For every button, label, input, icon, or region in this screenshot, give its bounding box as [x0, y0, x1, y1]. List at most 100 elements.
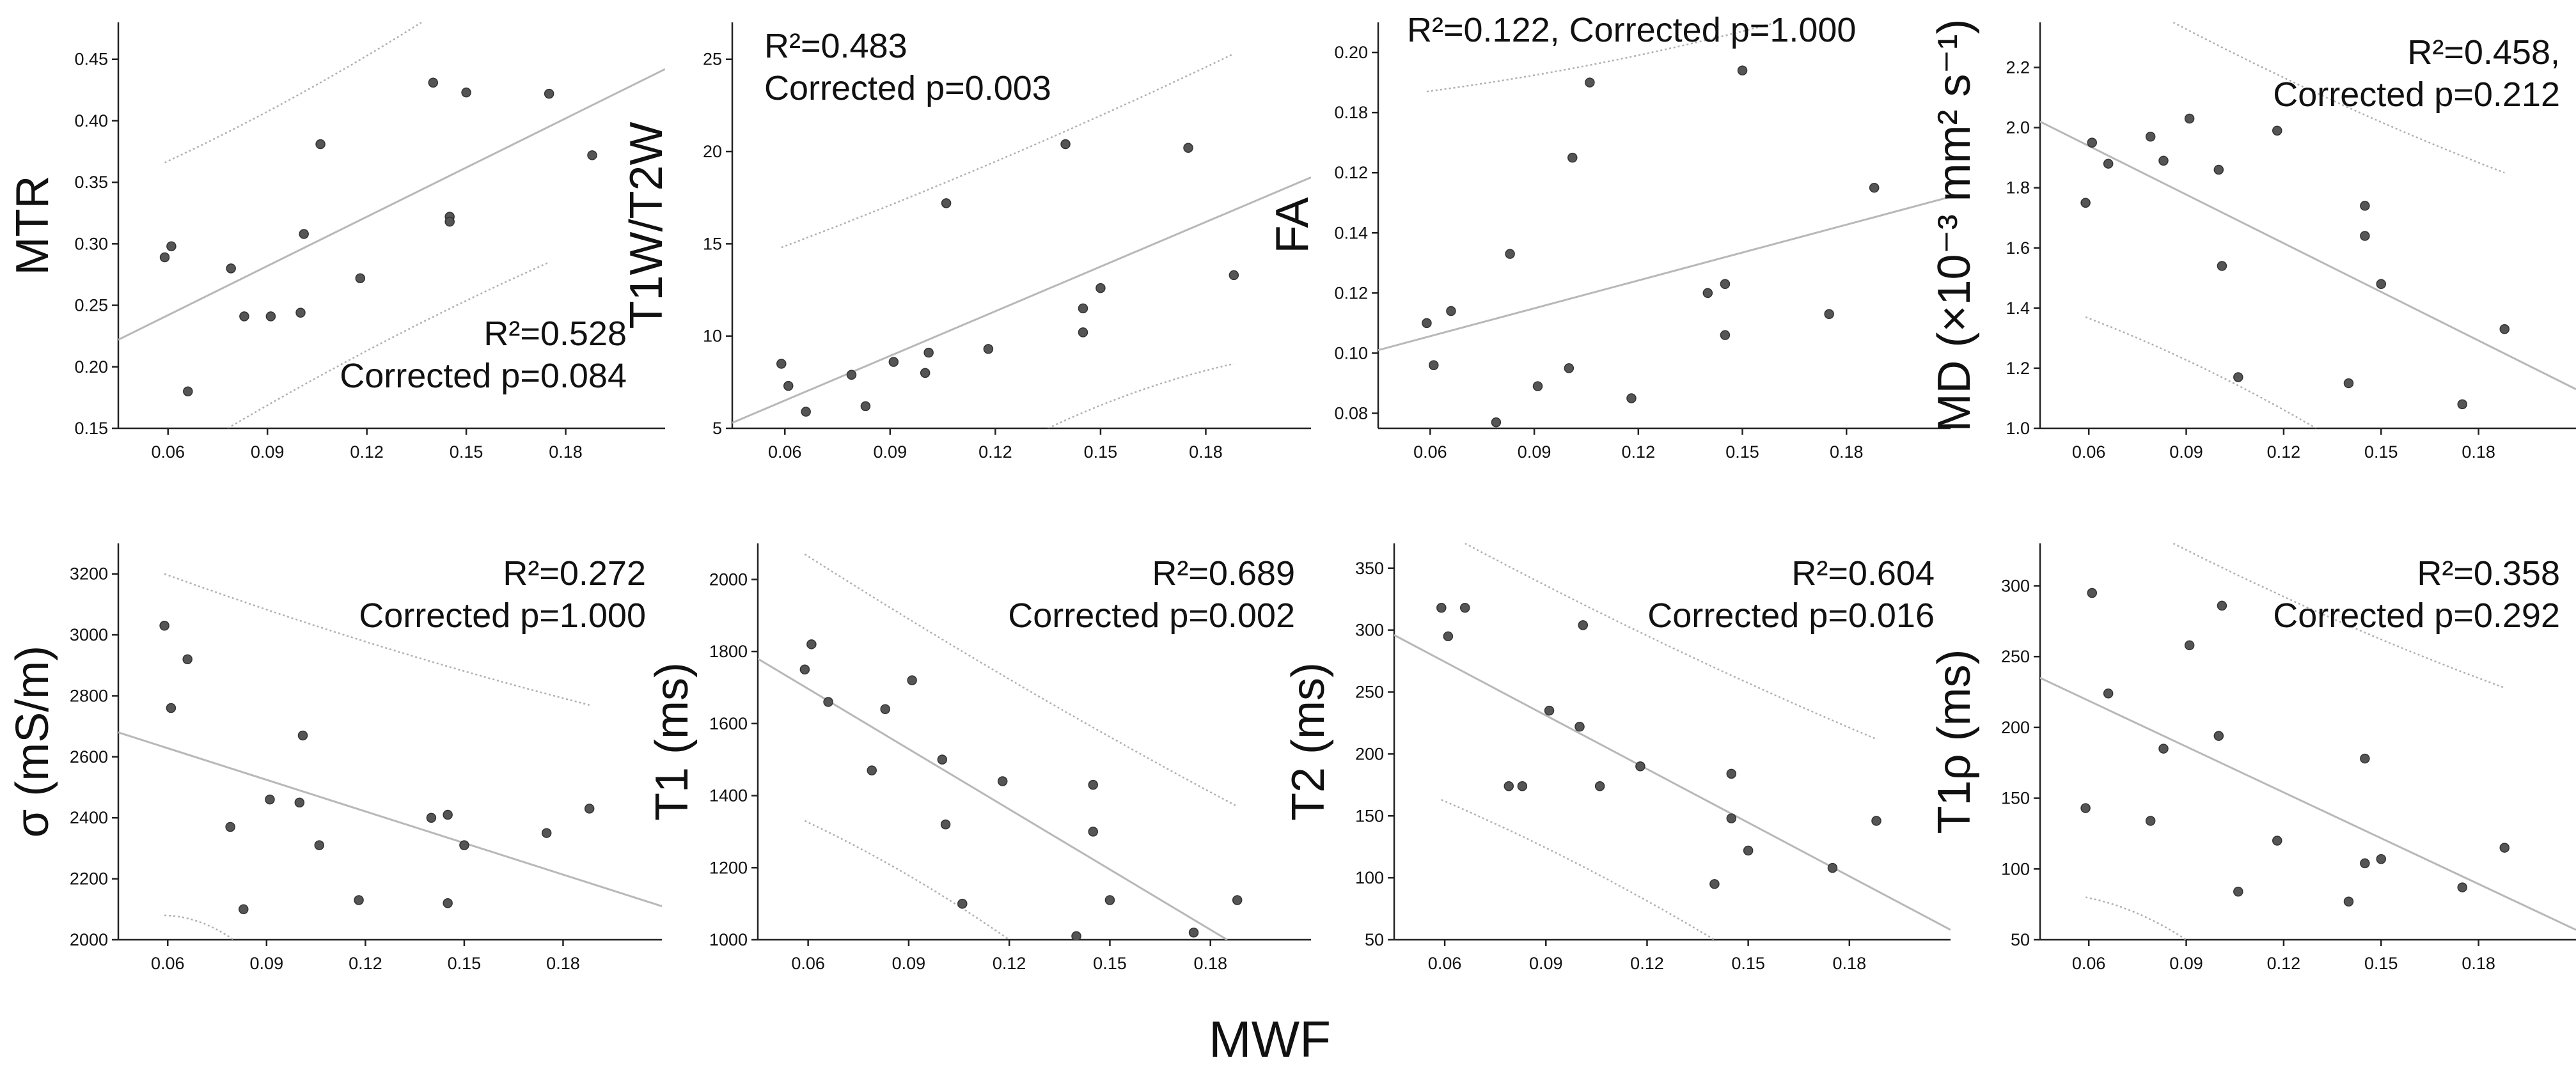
- x-tick-label: 0.09: [874, 442, 907, 462]
- x-tick-label: 0.15: [1093, 954, 1127, 973]
- data-point: [1436, 603, 1447, 613]
- data-point: [941, 198, 952, 208]
- y-tick-label: 100: [1355, 868, 1384, 887]
- data-point: [920, 368, 931, 378]
- x-tick-label: 0.09: [2169, 442, 2203, 462]
- data-point: [2272, 125, 2282, 136]
- data-point: [2213, 731, 2224, 741]
- data-point: [443, 898, 453, 908]
- y-tick-label: 1.0: [2006, 419, 2030, 438]
- ci-upper-line: [781, 52, 1234, 249]
- x-tick-label: 0.18: [1193, 954, 1227, 973]
- ci-lower-line: [164, 914, 235, 940]
- data-point: [2080, 198, 2091, 208]
- ci-lower-line: [804, 820, 1010, 940]
- ci-lower-line: [1048, 362, 1234, 428]
- x-tick-label: 0.09: [251, 442, 285, 462]
- y-tick-label: 150: [1355, 806, 1384, 825]
- data-point: [314, 840, 324, 850]
- plot-area: [758, 553, 1243, 940]
- data-point: [2376, 279, 2387, 289]
- data-point: [2457, 399, 2467, 410]
- data-point: [860, 401, 871, 412]
- data-point: [2376, 854, 2387, 864]
- data-point: [295, 307, 306, 318]
- data-point: [1726, 768, 1737, 779]
- data-point: [2217, 261, 2227, 271]
- y-tick-label: 10: [703, 327, 722, 346]
- y-tick-label: 0.18: [1334, 103, 1368, 122]
- y-tick-label: 1600: [709, 714, 748, 733]
- data-point: [2360, 753, 2370, 764]
- data-point: [544, 88, 554, 99]
- x-tick-label: 0.09: [2169, 954, 2203, 973]
- data-point: [1446, 306, 1456, 316]
- y-tick-label: 50: [1365, 930, 1384, 949]
- scatter-panel-t1rho: 50 100 150 200 250 300 0.06 0.09 0.12 0.15 0.18 T1ρ…: [1929, 543, 2576, 973]
- y-tick-label: 1400: [709, 786, 748, 805]
- data-point: [783, 380, 794, 391]
- y-axis-label: T2 (ms): [1283, 662, 1334, 821]
- y-axis-label: T1W/T2W: [621, 121, 672, 329]
- x-tick-label: 0.18: [1830, 442, 1864, 462]
- y-tick-label: 20: [703, 142, 722, 161]
- x-tick-label: 0.09: [1529, 954, 1563, 973]
- x-tick-label: 0.12: [1622, 442, 1656, 462]
- data-point: [2184, 113, 2195, 124]
- y-tick-label: 1.4: [2006, 299, 2030, 318]
- y-tick-label: 2200: [70, 869, 108, 889]
- y-tick-label: 2000: [70, 930, 108, 949]
- y-tick-label: 0.08: [1334, 403, 1368, 423]
- y-tick-label: 3200: [70, 564, 108, 584]
- data-point: [1088, 827, 1098, 837]
- x-tick-label: 0.18: [1189, 442, 1223, 462]
- data-point: [428, 77, 439, 88]
- data-point: [1232, 895, 1243, 905]
- plot-area: [1378, 22, 1951, 428]
- annotation-text: R²=0.528: [483, 315, 627, 353]
- y-tick-label: 1.2: [2006, 359, 2030, 378]
- data-point: [2217, 600, 2227, 611]
- data-point: [880, 704, 890, 715]
- x-tick-label: 0.12: [2267, 954, 2301, 973]
- y-tick-label: 0.14: [1334, 223, 1368, 242]
- data-point: [1104, 895, 1115, 905]
- x-tick-label: 0.06: [2072, 442, 2106, 462]
- scatter-panel-fa: 0.08 0.10 0.12 0.14 0.12 0.18 0.20 0.06 0.09 0.12…: [1267, 11, 1951, 462]
- data-point: [806, 639, 817, 650]
- x-tick-label: 0.12: [978, 442, 1012, 462]
- y-tick-label: 2400: [70, 808, 108, 827]
- data-point: [1532, 381, 1543, 391]
- data-point: [1429, 360, 1439, 370]
- annotation-text: Corrected p=0.212: [2273, 75, 2560, 114]
- data-point: [1459, 603, 1470, 613]
- data-point: [2457, 882, 2467, 892]
- data-point: [1578, 620, 1589, 630]
- annotation-text: R²=0.458,: [2407, 33, 2560, 72]
- data-point: [183, 386, 193, 397]
- y-tick-label: 2.2: [2006, 58, 2030, 77]
- data-point: [1229, 270, 1239, 281]
- data-point: [1422, 318, 1432, 329]
- data-point: [1743, 845, 1754, 856]
- data-point: [801, 407, 811, 417]
- data-point: [1183, 143, 1193, 153]
- y-tick-label: 0.30: [74, 234, 108, 253]
- y-tick-label: 2600: [70, 747, 108, 767]
- data-point: [2499, 324, 2510, 334]
- y-tick-label: 0.40: [74, 111, 108, 130]
- x-tick-label: 0.06: [768, 442, 802, 462]
- x-tick-label: 0.18: [2462, 954, 2495, 973]
- data-point: [2360, 201, 2370, 211]
- data-point: [2087, 137, 2098, 148]
- data-point: [2145, 816, 2156, 826]
- annotation-text: R²=0.272: [503, 554, 646, 593]
- y-tick-label: 25: [703, 50, 722, 69]
- plot-area: [118, 22, 665, 428]
- regression-line: [1394, 634, 1951, 931]
- annotation-text: R²=0.122, Corrected p=1.000: [1407, 11, 1856, 49]
- data-point: [2233, 886, 2243, 897]
- data-point: [1567, 152, 1578, 163]
- x-tick-label: 0.06: [151, 442, 185, 462]
- y-tick-label: 50: [2011, 930, 2030, 949]
